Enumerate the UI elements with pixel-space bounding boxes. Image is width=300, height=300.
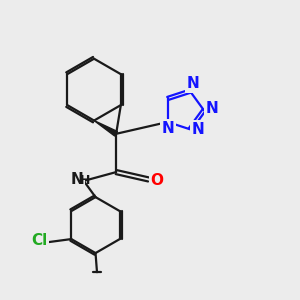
Text: N: N: [161, 121, 174, 136]
Text: N: N: [192, 122, 205, 137]
Text: H: H: [80, 174, 91, 188]
Text: O: O: [150, 173, 163, 188]
Text: Cl: Cl: [32, 233, 48, 248]
Text: N: N: [206, 101, 218, 116]
Polygon shape: [94, 121, 118, 136]
Text: N: N: [187, 76, 200, 91]
Text: N: N: [71, 172, 84, 187]
